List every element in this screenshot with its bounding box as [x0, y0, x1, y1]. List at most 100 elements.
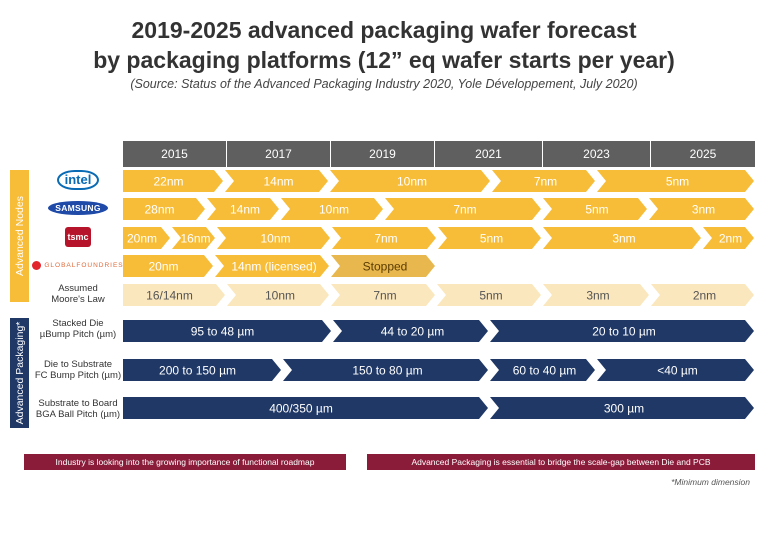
tsmc-segment-label-6: 3nm [612, 232, 635, 246]
stacked-segment-label-1: 95 to 48 µm [191, 325, 255, 339]
moore-label-line-2: Moore's Law [51, 294, 105, 305]
moore-row-label: Assumed Moore's Law [32, 283, 124, 305]
intel-segment-label-3: 10nm [397, 175, 427, 189]
title-line-1: 2019-2025 advanced packaging wafer forec… [131, 17, 637, 43]
stacked-segment-3 [490, 320, 754, 342]
moore-segment-5 [543, 284, 649, 306]
advanced-packaging-sidebar: Advanced Packaging* [10, 318, 29, 428]
tsmc-logo-text: tsmc [65, 227, 91, 247]
sub_board-segment-label-2: 300 µm [604, 402, 644, 416]
sub_board-segment-1 [123, 397, 488, 419]
intel-segment-4 [492, 170, 595, 192]
tsmc-segment-3 [217, 227, 330, 249]
intel-segment-1 [123, 170, 223, 192]
footnote: *Minimum dimension [671, 477, 750, 487]
samsung-segment-4 [385, 198, 541, 220]
sub_board-segment-label-1: 400/350 µm [269, 402, 333, 416]
intel-segment-2 [225, 170, 328, 192]
die_sub-segment-label-2: 150 to 80 µm [352, 364, 422, 378]
substrate-board-row-label: Substrate to Board BGA Ball Pitch (µm) [32, 398, 124, 420]
tsmc-segment-label-4: 7nm [374, 232, 397, 246]
tsmc-segment-label-5: 5nm [480, 232, 503, 246]
stacked-label-line-1: Stacked Die [52, 318, 104, 329]
tsmc-segment-label-1: 20nm [127, 232, 157, 246]
tsmc-segment-2 [172, 227, 215, 249]
tsmc-segment-label-3: 10nm [260, 232, 290, 246]
samsung-segment-1 [123, 198, 205, 220]
sub_board-segment-2 [490, 397, 754, 419]
year-2015: 2015 [123, 141, 227, 167]
stacked-segment-label-3: 20 to 10 µm [592, 325, 656, 339]
samsung-segment-label-3: 10nm [319, 203, 349, 217]
tsmc-segment-7 [703, 227, 754, 249]
die-substrate-label-line-2: FC Bump Pitch (µm) [34, 370, 122, 381]
die_sub-segment-label-1: 200 to 150 µm [159, 364, 236, 378]
die-substrate-row-label: Die to Substrate FC Bump Pitch (µm) [32, 359, 124, 381]
tsmc-logo: tsmc [32, 225, 124, 249]
globalfoundries-mark-icon [32, 260, 42, 270]
moore-segment-label-5: 3nm [586, 289, 609, 303]
moore-segment-label-3: 7nm [373, 289, 396, 303]
samsung-logo-text: SAMSUNG [48, 201, 108, 215]
tsmc-segment-6 [543, 227, 701, 249]
die_sub-segment-label-4: <40 µm [657, 364, 698, 378]
samsung-segment-3 [281, 198, 383, 220]
moore-segment-3 [331, 284, 435, 306]
banner-functional-roadmap: Industry is looking into the growing imp… [24, 454, 346, 470]
tsmc-segment-label-7: 2nm [719, 232, 742, 246]
samsung-segment-label-2: 14nm [230, 203, 260, 217]
samsung-segment-label-1: 28nm [144, 203, 174, 217]
die_sub-segment-4 [597, 359, 754, 381]
stacked-segment-2 [333, 320, 488, 342]
tsmc-segment-4 [332, 227, 436, 249]
banner-scale-gap: Advanced Packaging is essential to bridg… [367, 454, 755, 470]
moore-segment-label-6: 2nm [693, 289, 716, 303]
moore-segment-2 [227, 284, 329, 306]
die_sub-segment-2 [283, 359, 488, 381]
moore-segment-label-1: 16/14nm [146, 289, 193, 303]
samsung-segment-label-5: 5nm [585, 203, 608, 217]
year-2023: 2023 [543, 141, 651, 167]
samsung-logo: SAMSUNG [32, 196, 124, 220]
die_sub-segment-1 [123, 359, 281, 381]
intel-segment-label-5: 5nm [666, 175, 689, 189]
year-2025: 2025 [651, 141, 756, 167]
samsung-segment-6 [649, 198, 754, 220]
moore-segment-1 [123, 284, 225, 306]
intel-logo: intel [32, 168, 124, 192]
die-substrate-label-line-1: Die to Substrate [43, 359, 113, 370]
stacked-label-line-2: µBump Pitch (µm) [39, 329, 117, 340]
advanced-nodes-sidebar: Advanced Nodes [10, 170, 29, 302]
moore-segment-4 [437, 284, 541, 306]
gf-segment-3 [331, 255, 435, 277]
gf-segment-1 [123, 255, 213, 277]
die_sub-segment-3 [490, 359, 595, 381]
tsmc-segment-5 [438, 227, 541, 249]
year-2021: 2021 [435, 141, 543, 167]
gf-segment-label-3: Stopped [363, 260, 408, 274]
gf-segment-2 [215, 255, 329, 277]
stacked-row-label: Stacked Die µBump Pitch (µm) [32, 318, 124, 340]
source-note: (Source: Status of the Advanced Packagin… [130, 77, 638, 91]
moore-segment-label-4: 5nm [479, 289, 502, 303]
tsmc-segment-1 [123, 227, 170, 249]
die_sub-segment-label-3: 60 to 40 µm [513, 364, 577, 378]
intel-segment-label-4: 7nm [534, 175, 557, 189]
year-2019: 2019 [331, 141, 435, 167]
substrate-board-label-line-2: BGA Ball Pitch (µm) [35, 409, 121, 420]
year-2017: 2017 [227, 141, 331, 167]
samsung-segment-label-4: 7nm [453, 203, 476, 217]
stacked-segment-label-2: 44 to 20 µm [381, 325, 445, 339]
title-line-2: by packaging platforms (12” eq wafer sta… [93, 47, 675, 73]
moore-label-line-1: Assumed [58, 283, 98, 294]
moore-segment-label-2: 10nm [265, 289, 295, 303]
intel-segment-label-1: 22nm [153, 175, 183, 189]
globalfoundries-logo-text: GLOBALFOUNDRIES [44, 261, 124, 269]
samsung-segment-2 [207, 198, 279, 220]
intel-segment-label-2: 14nm [263, 175, 293, 189]
intel-segment-3 [330, 170, 490, 192]
stacked-segment-1 [123, 320, 331, 342]
gf-segment-label-1: 20nm [148, 260, 178, 274]
intel-segment-5 [597, 170, 754, 192]
